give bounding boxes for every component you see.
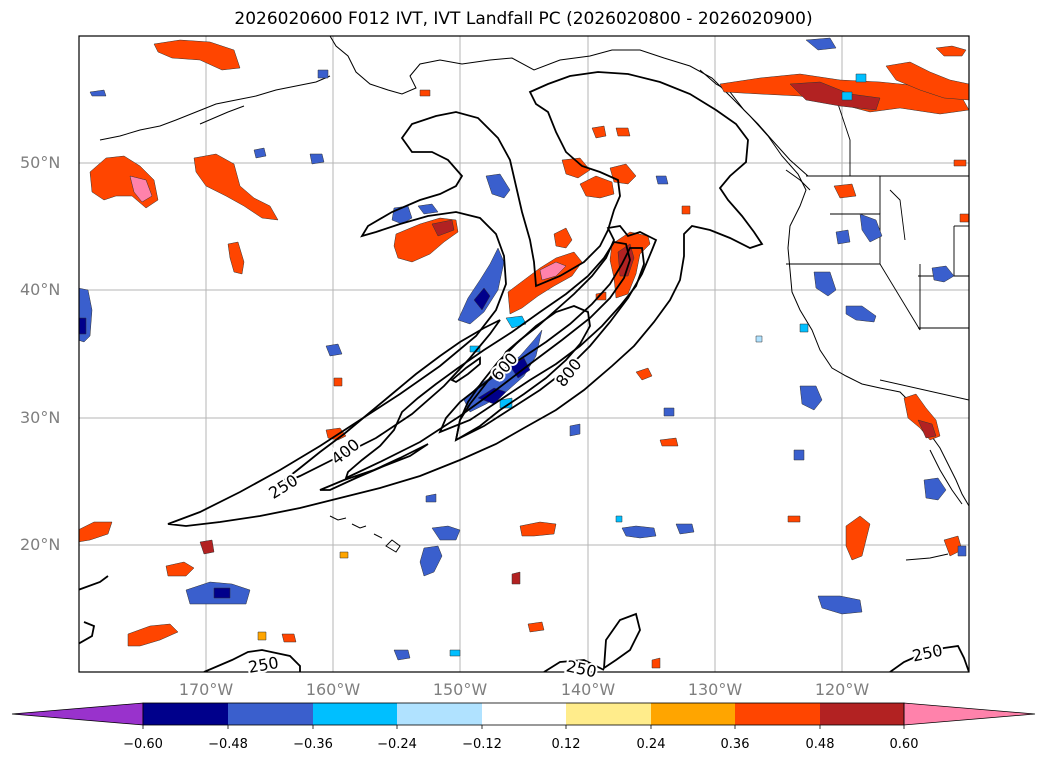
colorbar-segment [651,703,735,725]
map-frame [78,35,970,673]
map-content [79,36,969,672]
colorbar-segment [143,703,228,725]
colorbar-segment [735,703,820,725]
map-title: 2026020600 F012 IVT, IVT Landfall PC (20… [234,9,813,29]
colorbar-tick: 0.36 [720,737,750,752]
colorbar-segment [820,703,904,725]
colorbar-extend-low [11,702,144,726]
colorbar-segment [397,703,482,725]
colorbar [11,702,1036,729]
lon-tick-160w: 160°W [305,680,361,699]
colorbar-tick: −0.24 [377,737,417,752]
colorbar-extend-high [903,702,1036,726]
contour-label-250-b: 250 [247,653,280,677]
colorbar-tick: −0.48 [208,737,248,752]
colorbar-segment [566,703,651,725]
lat-tick-20n: 20°N [20,535,61,554]
contour-label-250-d: 250 [911,641,945,666]
contour-labels: 250 400 600 800 250 250 250 [245,347,947,683]
contour-label-250-c: 250 [565,656,599,681]
colorbar-tick: 0.12 [551,737,581,752]
coastlines [99,36,969,561]
colorbar-tick: 0.24 [636,737,666,752]
lat-tick-30n: 30°N [20,408,61,427]
lon-tick-120w: 120°W [814,680,870,699]
colorbar-tick: −0.60 [123,737,163,752]
contour-label-800: 800 [552,355,586,391]
colorbar-tick: −0.12 [462,737,502,752]
pc-negative-shading [79,37,967,661]
lon-tick-140w: 140°W [560,680,616,699]
colorbar-tick: 0.60 [889,737,919,752]
lon-tick-150w: 150°W [432,680,488,699]
borders [786,97,969,401]
colorbar-segment [482,703,566,725]
colorbar-tick: 0.48 [805,737,835,752]
lat-tick-50n: 50°N [20,153,61,172]
lat-tick-40n: 40°N [20,280,61,299]
lon-tick-170w: 170°W [178,680,234,699]
colorbar-segment [228,703,313,725]
ivt-contours [79,71,969,672]
colorbar-segment [313,703,397,725]
lon-tick-130w: 130°W [687,680,743,699]
colorbar-tick: −0.36 [293,737,333,752]
